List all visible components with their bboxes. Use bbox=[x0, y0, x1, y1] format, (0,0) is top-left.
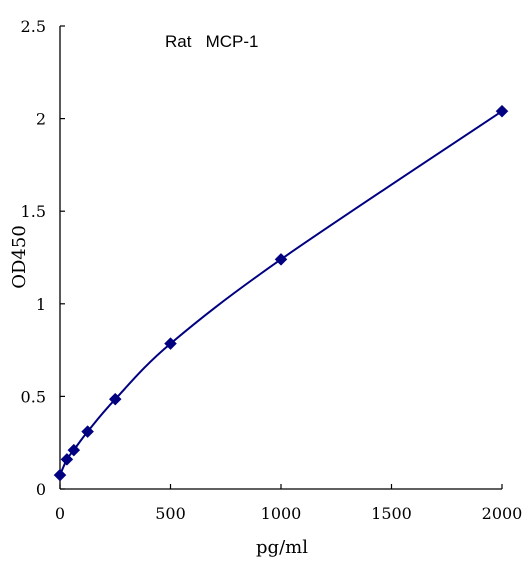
data-point-diamond bbox=[495, 104, 509, 118]
y-tick-label: 0.5 bbox=[21, 387, 46, 406]
data-point-diamond bbox=[60, 453, 74, 466]
data-point-diamond bbox=[67, 443, 81, 457]
fit-curve bbox=[59, 110, 503, 476]
x-tick-label: 500 bbox=[155, 504, 186, 523]
x-tick-label: 0 bbox=[55, 504, 65, 523]
x-axis-ticks: 0 500 1000 1500 2000 bbox=[55, 484, 522, 523]
y-axis-title: OD450 bbox=[9, 225, 30, 289]
y-tick-label: 2.5 bbox=[21, 17, 46, 36]
x-tick-label: 1000 bbox=[261, 504, 302, 523]
x-tick-label: 1500 bbox=[371, 504, 412, 523]
y-tick-label: 1 bbox=[36, 295, 46, 314]
y-tick-label: 1.5 bbox=[21, 202, 46, 221]
y-axis-ticks: 0 0.5 1 1.5 2 2.5 bbox=[21, 17, 65, 499]
y-tick-label: 0 bbox=[36, 480, 46, 499]
x-tick-label: 2000 bbox=[482, 504, 523, 523]
data-point-diamond bbox=[81, 425, 94, 438]
x-axis-title: pg/ml bbox=[256, 537, 308, 558]
data-point-diamond bbox=[274, 252, 288, 266]
data-points bbox=[53, 104, 509, 482]
chart-title: Rat MCP-1 bbox=[165, 32, 259, 51]
data-point-diamond bbox=[164, 337, 177, 350]
data-point-diamond bbox=[53, 468, 67, 482]
y-tick-label: 2 bbox=[36, 110, 46, 129]
data-point-diamond bbox=[108, 392, 122, 406]
